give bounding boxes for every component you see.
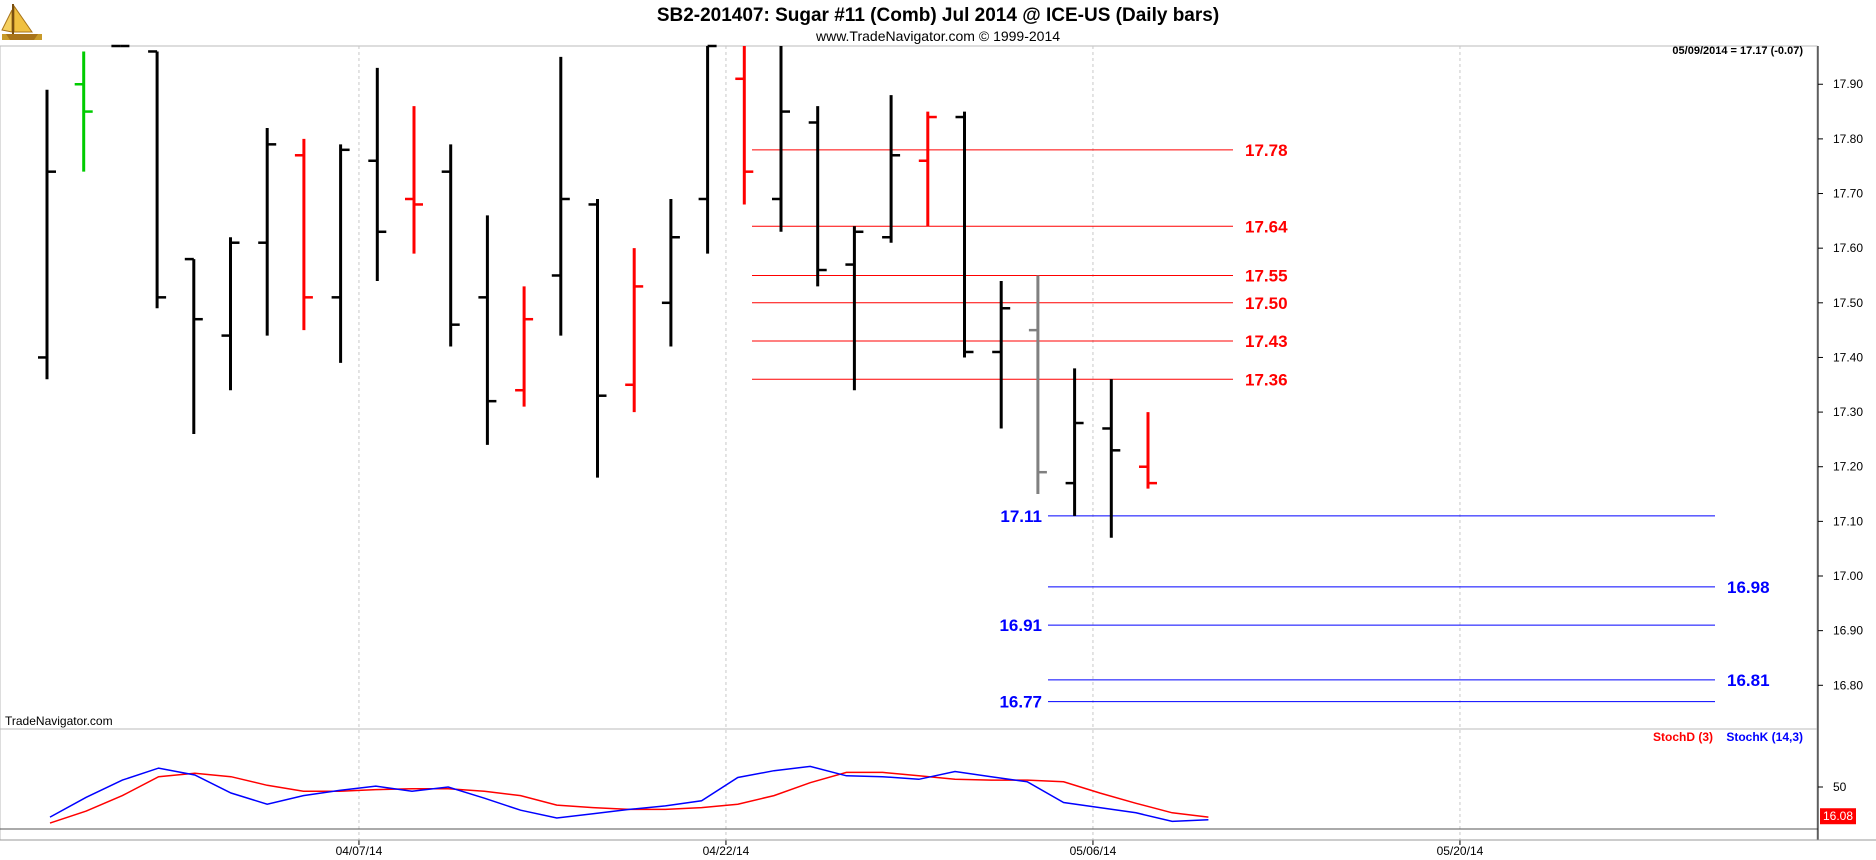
y-tick-label: 17.80 (1833, 132, 1863, 146)
grid (358, 46, 1461, 840)
resistance-label: 17.43 (1245, 332, 1288, 351)
ohlc-bar (148, 50, 167, 309)
ohlc-bar (441, 144, 460, 347)
watermark: TradeNavigator.com (5, 714, 113, 728)
y-tick-label: 17.70 (1833, 187, 1863, 201)
chart-title: SB2-201407: Sugar #11 (Comb) Jul 2014 @ … (657, 5, 1219, 26)
resistance-label: 17.50 (1245, 294, 1288, 313)
support-label: 17.11 (1000, 507, 1042, 526)
ohlc-bar (992, 280, 1011, 429)
axes: 04/07/14 04/22/14 05/06/14 05/20/14 17.90 17.… (0, 46, 1876, 858)
ohlc-bar (1102, 379, 1121, 538)
last-value-readout: 05/09/2014 = 17.17 (-0.07) (1672, 45, 1803, 57)
x-tick-label: 04/22/14 (703, 844, 750, 858)
resistance-label: 17.64 (1245, 217, 1288, 236)
resistance-label: 17.55 (1245, 266, 1288, 285)
ohlc-bar (405, 106, 423, 254)
y-tick-label: 17.30 (1833, 405, 1863, 419)
ohlc-bar (918, 111, 937, 227)
ohlc-bar (588, 198, 607, 478)
ohlc-bar (698, 44, 717, 254)
price-pane (0, 45, 1818, 730)
y-tick-label: 17.00 (1833, 569, 1863, 583)
resistance-label: 17.78 (1245, 141, 1288, 160)
ohlc-bar (1139, 412, 1157, 489)
ohlc-bar (368, 67, 387, 281)
ohlc-bar (331, 144, 350, 363)
chart-subtitle: www.TradeNavigator.com © 1999-2014 (815, 28, 1060, 44)
ohlc-bar (184, 257, 203, 434)
x-tick-label: 05/06/14 (1070, 844, 1117, 858)
ohlc-bar (955, 111, 974, 358)
ohlc-bar (221, 237, 240, 391)
x-tick-label: 05/20/14 (1437, 844, 1484, 858)
ohlc-bar (772, 46, 790, 232)
stoch-d-legend: StochD (3) (1653, 730, 1713, 744)
sailing-ship-icon (1, 4, 42, 40)
ohlc-bar (294, 138, 313, 331)
y-tick-label: 17.40 (1833, 350, 1863, 364)
ohlc-bar (74, 51, 93, 172)
ohlc-bar (882, 95, 901, 243)
ohlc-bar (478, 215, 497, 445)
price-bars (38, 44, 1157, 538)
ohlc-bar (735, 46, 754, 205)
support-resistance-lines: 17.78 17.64 17.55 17.50 17.43 17.36 17.11 16.98… (752, 141, 1770, 712)
ohlc-bar (515, 286, 534, 407)
ohlc-bar (661, 198, 680, 347)
y-tick-label: 17.60 (1833, 241, 1863, 255)
last-value-tag (1820, 808, 1856, 825)
ohlc-bar (551, 56, 570, 336)
x-tick-label: 04/07/14 (336, 844, 383, 858)
ohlc-bar (808, 106, 827, 287)
support-label: 16.77 (999, 693, 1042, 712)
last-value-tag-label: 16.08 (1823, 809, 1853, 823)
y-tick-label: 16.80 (1833, 678, 1863, 692)
y-tick-label: 17.50 (1833, 296, 1863, 310)
stoch-k-line (49, 765, 1209, 823)
ohlc-bar (38, 89, 56, 380)
ohlc-bar (1065, 368, 1084, 516)
ohlc-bar (1028, 275, 1047, 495)
y-tick-label: 17.10 (1833, 514, 1863, 528)
stochastic-pane (0, 728, 1818, 841)
stochastic-lines (0, 765, 1818, 830)
support-label: 16.81 (1727, 671, 1770, 690)
stoch-k-legend: StochK (14,3) (1726, 730, 1803, 744)
y-tick-label: 17.20 (1833, 460, 1863, 474)
logo (1, 4, 42, 40)
y-tick-label: 16.90 (1833, 624, 1863, 638)
ohlc-bar (258, 127, 277, 336)
y-tick-label: 17.90 (1833, 77, 1863, 91)
stoch-tick-label: 50 (1833, 780, 1847, 794)
ohlc-bar (845, 226, 864, 391)
support-label: 16.98 (1727, 578, 1770, 597)
resistance-label: 17.36 (1245, 370, 1288, 389)
support-label: 16.91 (999, 616, 1042, 635)
ohlc-bar (625, 248, 644, 413)
